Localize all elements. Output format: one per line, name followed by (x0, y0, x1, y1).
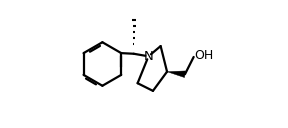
Polygon shape (167, 71, 185, 78)
Text: N: N (144, 50, 153, 63)
Text: OH: OH (195, 49, 214, 62)
